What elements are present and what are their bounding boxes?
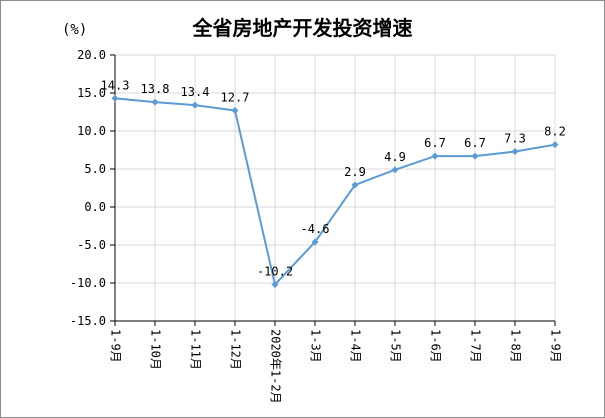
x-tick-label: 1-5月 [389,329,403,363]
x-tick-label: 1-4月 [349,329,363,363]
data-label: 8.2 [544,125,566,139]
data-point [231,106,239,114]
y-tick-label: 15.0 [77,86,106,100]
x-tick-label: 2020年1-2月 [269,329,283,404]
data-point [191,101,199,109]
data-point [431,152,439,160]
x-tick-label: 1-6月 [429,329,443,363]
data-points [111,94,559,289]
data-point [471,152,479,160]
data-point [551,141,559,149]
gridlines [115,54,556,321]
data-label: -10.2 [257,265,293,279]
data-label: 12.7 [221,90,250,104]
data-point [311,238,319,246]
data-label: 6.7 [464,136,486,150]
x-tick-label: 1-12月 [229,329,243,370]
data-point [271,281,279,289]
y-tick-label: -5.0 [77,238,106,252]
x-tick-label: 1-3月 [309,329,323,363]
y-axis-unit: (%) [62,22,88,38]
data-label: 13.4 [181,85,210,99]
data-point [391,166,399,174]
x-tick-label: 1-10月 [149,329,163,370]
y-tick-label: 0.0 [84,200,106,214]
data-label: -4.6 [301,222,330,236]
x-tick-label: 1-8月 [509,329,523,363]
data-label: 14.3 [101,78,130,92]
x-tick-label: 1-9月 [109,329,123,363]
data-labels: 14.3 13.8 13.4 12.7 -10.2 -4.6 2.9 4.9 6.7 6.7 7.3… [101,78,566,278]
y-tick-labels: 20.0 15.0 10.0 5.0 0.0 -5.0 -10.0 -15.0 [70,48,106,328]
data-label: 13.8 [141,82,170,96]
y-tick-label: -15.0 [70,314,106,328]
data-label: 4.9 [384,150,406,164]
x-tick-labels: 1-9月 1-10月 1-11月 1-12月 2020年1-2月 1-3月 1-4月 1-5月… [109,329,563,404]
y-tick-label: -10.0 [70,276,106,290]
data-point [111,94,119,102]
data-label: 2.9 [344,165,366,179]
series-line [114,97,556,287]
data-label: 7.3 [504,132,526,146]
data-point [511,148,519,156]
y-tick-label: 20.0 [77,48,106,62]
x-tick-label: 1-7月 [469,329,483,363]
data-point [151,98,159,106]
y-tick-label: 10.0 [77,124,106,138]
axes [110,54,556,326]
data-label: 6.7 [424,136,446,150]
x-tick-label: 1-11月 [189,329,203,370]
y-tick-label: 5.0 [84,162,106,176]
chart-title: 全省房地产开发投资增速 [192,16,413,40]
x-tick-label: 1-9月 [549,329,563,363]
data-point [351,181,359,189]
